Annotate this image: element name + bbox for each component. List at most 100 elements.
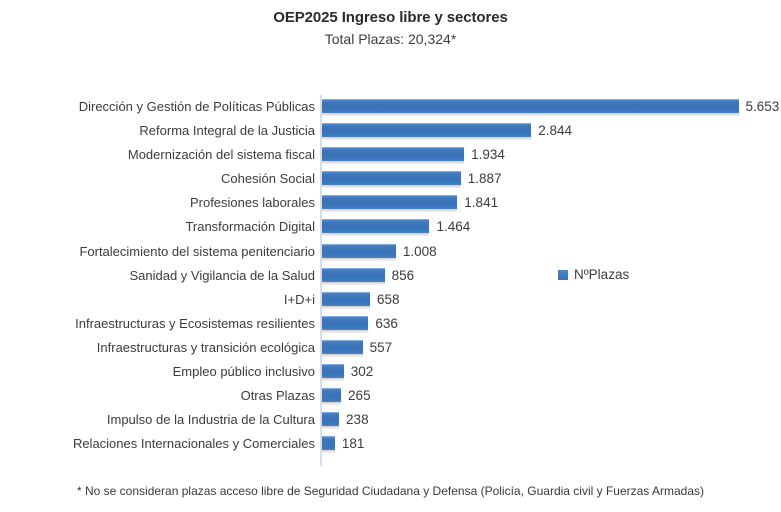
bar-shadow [321, 161, 465, 166]
bar-value-label: 1.008 [402, 243, 437, 259]
bar [321, 147, 465, 166]
bar-row: Fortalecimiento del sistema penitenciari… [0, 240, 781, 264]
category-label: Fortalecimiento del sistema penitenciari… [79, 243, 315, 259]
category-label: Impulso de la Industria de la Cultura [106, 412, 315, 428]
bar-row: Infraestructuras y transición ecológica 5… [0, 336, 781, 360]
bar [321, 171, 461, 190]
bar-fill [321, 243, 396, 258]
bar-shadow [321, 281, 385, 286]
bar-value-label: 302 [350, 364, 374, 380]
bar-shadow [321, 378, 344, 383]
bar [321, 339, 363, 358]
bar-fill [321, 339, 363, 354]
bar-row: Reforma Integral de la Justicia 2.844 [0, 119, 781, 143]
category-label: Infraestructuras y transición ecológica [96, 339, 315, 355]
value-axis-line [320, 95, 322, 466]
bar-fill [321, 291, 371, 306]
bar-value-label: 5.653 [745, 99, 780, 114]
category-label: Sanidad y Vigilancia de la Salud [129, 267, 315, 283]
bar [321, 388, 342, 407]
bar-shadow [321, 209, 458, 214]
bar-shadow [321, 329, 369, 334]
bar-shadow [321, 113, 739, 117]
category-label: Profesiones laborales [189, 195, 315, 211]
bar-row: Relaciones Internacionales y Comerciales… [0, 432, 781, 456]
bar-fill [321, 123, 532, 138]
bar-shadow [321, 353, 363, 358]
bar-value-label: 1.841 [464, 195, 499, 211]
bar-shadow [321, 450, 335, 455]
category-label: Infraestructuras y Ecosistemas resilient… [75, 315, 315, 331]
bar [321, 436, 335, 455]
bar-fill [321, 412, 340, 427]
bar [321, 243, 396, 262]
chart-legend: NºPlazas [558, 267, 629, 282]
footnote: * No se consideran plazas acceso libre d… [77, 484, 704, 498]
bar-shadow [321, 402, 342, 407]
bar [321, 195, 458, 214]
category-label: Cohesión Social [221, 171, 315, 187]
bar-value-label: 1.464 [436, 219, 471, 235]
bar-value-label: 181 [341, 436, 365, 452]
bar-shadow [321, 233, 430, 238]
category-label: Dirección y Gestión de Políticas Pública… [78, 99, 315, 114]
bar-rows: Dirección y Gestión de Políticas Pública… [0, 95, 781, 456]
bar-row: Dirección y Gestión de Políticas Pública… [0, 95, 781, 119]
bar-shadow [321, 305, 371, 310]
bar-row: Modernización del sistema fiscal 1.934 [0, 143, 781, 167]
bar [321, 267, 385, 286]
category-label: I+D+i [283, 291, 315, 307]
bar-value-label: 658 [377, 291, 400, 307]
bar-value-label: 557 [369, 339, 393, 355]
bar-fill [321, 315, 369, 330]
bar-fill [321, 364, 344, 379]
bar-fill [321, 267, 385, 282]
category-label: Transformación Digital [185, 219, 315, 235]
bar-value-label: 636 [375, 315, 398, 331]
bar-row: Otras Plazas 265 [0, 384, 781, 408]
bar-value-label: 265 [348, 388, 371, 404]
bar-value-label: 238 [346, 412, 369, 428]
bar-value-label: 2.844 [538, 123, 573, 139]
bar-shadow [321, 426, 340, 431]
category-label: Empleo público inclusivo [172, 364, 315, 380]
bar-fill [321, 388, 342, 403]
category-label: Reforma Integral de la Justicia [139, 123, 315, 139]
category-label: Relaciones Internacionales y Comerciales [72, 436, 315, 452]
bar-value-label: 1.934 [471, 147, 505, 163]
bar-fill [321, 436, 335, 451]
legend-item-label: NºPlazas [574, 267, 630, 282]
plot-area: Dirección y Gestión de Políticas Pública… [0, 95, 781, 467]
chart-title-block: OEP2025 Ingreso libre y sectores Total P… [0, 8, 781, 49]
bar-shadow [321, 137, 532, 142]
page-title: OEP2025 Ingreso libre y sectores [273, 9, 508, 26]
bar [321, 364, 344, 383]
bar-row: Cohesión Social 1.887 [0, 167, 781, 191]
bar [321, 412, 340, 431]
bar-shadow [321, 257, 396, 262]
bar-row: I+D+i 658 [0, 288, 781, 312]
bar-fill [321, 195, 458, 210]
bar-value-label: 1.887 [467, 171, 502, 187]
bar-row: Profesiones laborales 1.841 [0, 191, 781, 215]
bar-row: Impulso de la Industria de la Cultura 238 [0, 408, 781, 432]
bar-row: Sanidad y Vigilancia de la Salud 856 [0, 264, 781, 288]
bar [321, 123, 532, 142]
bar [321, 99, 739, 117]
bar-value-label: 856 [391, 267, 415, 283]
category-label: Otras Plazas [240, 388, 315, 404]
bar-shadow [321, 185, 461, 190]
chart-subtitle: Total Plazas: 20,324* [324, 31, 457, 47]
bar-fill [321, 219, 430, 234]
bar [321, 219, 430, 238]
category-label: Modernización del sistema fiscal [127, 147, 315, 163]
legend-swatch-icon [558, 269, 568, 280]
bar [321, 291, 371, 310]
bar [321, 315, 369, 334]
bar-row: Infraestructuras y Ecosistemas resilient… [0, 312, 781, 336]
bar-fill [321, 147, 465, 162]
bar-fill [321, 171, 461, 186]
bar-fill [321, 99, 739, 113]
bar-row: Empleo público inclusivo 302 [0, 360, 781, 384]
